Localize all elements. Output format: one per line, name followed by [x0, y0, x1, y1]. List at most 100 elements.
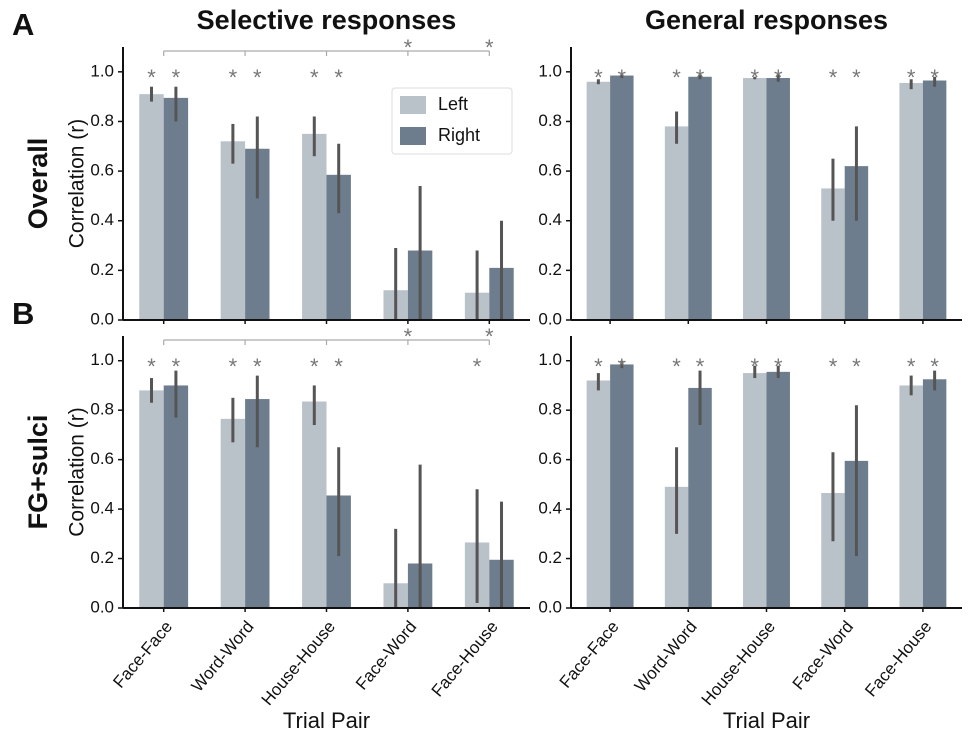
- significance-star: *: [750, 354, 759, 379]
- significance-star: *: [696, 354, 705, 379]
- x-axis-label: Trial Pair: [283, 708, 370, 733]
- significance-star: *: [852, 65, 861, 90]
- bar: [922, 80, 947, 320]
- x-tick-label: Face-Word: [789, 617, 857, 693]
- significance-star: *: [229, 354, 238, 379]
- bar: [766, 78, 790, 320]
- comparison-star: *: [404, 324, 413, 349]
- comparison-star: *: [485, 35, 494, 60]
- y-tick-label: 0.6: [90, 449, 114, 468]
- y-tick-label: 0.8: [538, 111, 562, 130]
- panel-title: Selective responses: [197, 5, 457, 35]
- comparison-star: *: [485, 324, 494, 349]
- significance-star: *: [147, 65, 156, 90]
- significance-star: *: [334, 65, 343, 90]
- y-axis-label: Correlation (r): [66, 119, 89, 249]
- row-label: FG+sulci: [23, 415, 53, 530]
- y-tick-label: 0.0: [90, 309, 114, 328]
- bar: [139, 390, 164, 608]
- panel-letter: B: [12, 296, 34, 331]
- x-tick-label: House-House: [258, 617, 339, 709]
- significance-star: *: [334, 354, 343, 379]
- x-tick-label: Face-Face: [109, 617, 176, 691]
- bar: [844, 166, 869, 320]
- significance-star: *: [473, 354, 482, 379]
- y-tick-label: 0.2: [90, 548, 114, 567]
- panel-letter: A: [12, 7, 34, 42]
- significance-star: *: [829, 65, 838, 90]
- legend-label: Left: [438, 94, 468, 114]
- bar: [610, 364, 634, 608]
- y-axis-label: Correlation (r): [66, 407, 89, 537]
- y-tick-label: 1.0: [90, 61, 114, 80]
- bar: [821, 188, 845, 320]
- bar: [302, 133, 327, 320]
- panel-title: General responses: [645, 5, 888, 35]
- y-tick-label: 0.8: [90, 111, 114, 130]
- significance-star: *: [672, 65, 681, 90]
- bar: [899, 385, 923, 608]
- bar: [163, 385, 189, 608]
- bar: [664, 126, 689, 320]
- x-axis-label: Trial Pair: [723, 708, 810, 733]
- y-tick-label: 0.6: [90, 161, 114, 180]
- legend-label: Right: [438, 125, 480, 145]
- bar: [922, 379, 947, 608]
- row-label: Overall: [23, 138, 53, 230]
- bar: [163, 97, 189, 320]
- bar: [743, 78, 767, 320]
- y-tick-label: 1.0: [90, 350, 114, 369]
- significance-star: *: [672, 354, 681, 379]
- significance-star: *: [907, 65, 916, 90]
- significance-star: *: [172, 354, 181, 379]
- y-tick-label: 0.0: [538, 597, 562, 616]
- bar: [220, 418, 246, 608]
- significance-star: *: [774, 65, 783, 90]
- significance-star: *: [852, 354, 861, 379]
- bar: [302, 401, 327, 608]
- bar: [664, 486, 689, 608]
- legend-swatch: [400, 127, 426, 145]
- significance-star: *: [696, 65, 705, 90]
- significance-star: *: [310, 65, 319, 90]
- y-tick-label: 0.2: [538, 548, 562, 567]
- significance-star: *: [930, 65, 939, 90]
- y-tick-label: 0.0: [90, 597, 114, 616]
- y-tick-label: 1.0: [538, 350, 562, 369]
- significance-star: *: [310, 354, 319, 379]
- x-tick-label: Face-House: [861, 617, 935, 700]
- y-tick-label: 0.0: [538, 309, 562, 328]
- comparison-star: *: [404, 35, 413, 60]
- y-tick-label: 0.4: [538, 499, 562, 518]
- bar: [610, 75, 634, 320]
- significance-star: *: [253, 65, 262, 90]
- x-tick-label: Face-House: [428, 617, 502, 700]
- y-tick-label: 0.6: [538, 161, 562, 180]
- significance-star: *: [253, 354, 262, 379]
- y-tick-label: 0.4: [90, 210, 114, 229]
- bar: [586, 380, 611, 608]
- bar: [821, 493, 845, 608]
- bar: [139, 94, 164, 321]
- y-tick-label: 1.0: [538, 61, 562, 80]
- significance-star: *: [172, 65, 181, 90]
- x-tick-label: Face-Face: [556, 617, 623, 691]
- significance-star: *: [618, 354, 627, 379]
- x-tick-label: Word-Word: [631, 617, 701, 695]
- bar: [688, 76, 712, 320]
- significance-star: *: [930, 354, 939, 379]
- bar: [220, 141, 246, 320]
- y-tick-label: 0.8: [90, 400, 114, 419]
- significance-star: *: [618, 65, 627, 90]
- y-tick-label: 0.4: [90, 499, 114, 518]
- bar: [586, 81, 611, 320]
- significance-star: *: [774, 354, 783, 379]
- x-tick-label: Word-Word: [188, 617, 258, 695]
- significance-star: *: [229, 65, 238, 90]
- bar: [688, 387, 712, 608]
- significance-star: *: [594, 354, 603, 379]
- bar: [899, 82, 923, 321]
- significance-star: *: [594, 65, 603, 90]
- y-tick-label: 0.2: [90, 260, 114, 279]
- significance-star: *: [750, 65, 759, 90]
